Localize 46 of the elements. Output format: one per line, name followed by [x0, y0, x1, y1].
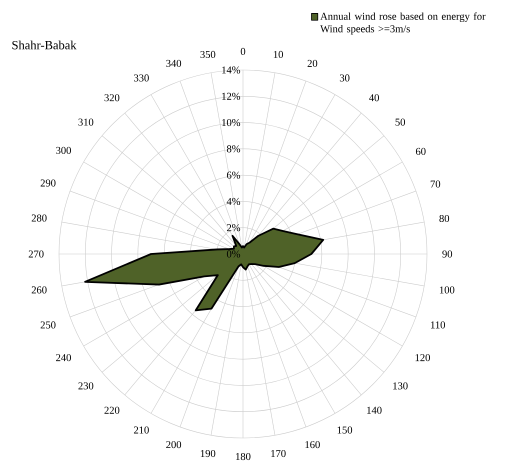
spoke-label: 300: [56, 146, 71, 154]
spoke-label: 170: [271, 450, 286, 458]
spoke-label: 210: [134, 426, 149, 434]
spoke-label: 70: [430, 180, 440, 188]
spoke-label: 140: [367, 406, 382, 414]
spoke-label: 160: [305, 441, 320, 448]
spoke-label: 290: [40, 180, 56, 187]
spoke-label: 240: [56, 354, 71, 362]
y-tick-label: 8%: [226, 145, 240, 152]
y-tick-label: 6%: [226, 172, 240, 179]
spoke-label: 350: [200, 50, 216, 58]
spoke-label: 330: [134, 74, 149, 82]
spoke-label: 230: [78, 382, 94, 390]
spoke-label: 10: [274, 50, 284, 58]
spoke-label: 250: [40, 321, 56, 328]
spoke-label: 40: [369, 94, 379, 102]
spoke-label: 150: [338, 426, 352, 434]
spoke-label: 260: [32, 286, 47, 294]
spoke-label: 120: [416, 354, 430, 362]
spoke-label: 30: [340, 74, 350, 82]
spoke-label: 190: [200, 450, 216, 458]
spoke-label: 20: [308, 60, 318, 67]
y-tick-label: 4%: [226, 198, 240, 205]
text: Shahr-Babak: [12, 40, 77, 50]
spoke-label: 100: [440, 286, 454, 294]
spoke-label: 220: [104, 406, 120, 414]
spoke-label: 310: [78, 118, 94, 126]
spoke-label: 130: [393, 382, 408, 390]
spoke-label: 340: [166, 60, 182, 67]
spoke-label: 110: [430, 321, 446, 328]
legend-label: Annual wind rose based on energy for Wind speeds >=3m/s: [320, 12, 486, 34]
spoke-label: 50: [396, 118, 406, 126]
y-tick-label: 0%: [226, 250, 240, 258]
y-tick-label: 14%: [222, 66, 240, 74]
spoke-label: 180: [236, 452, 250, 460]
spoke-label: 200: [166, 441, 182, 448]
spoke-label: 90: [442, 250, 452, 258]
spoke-label: 0: [240, 48, 246, 56]
y-tick-label: 10%: [222, 119, 240, 126]
spoke-label: 320: [104, 94, 120, 102]
spoke-label: 60: [416, 148, 426, 155]
spoke-label: 280: [32, 214, 47, 222]
y-tick-label: 2%: [226, 224, 240, 232]
spoke-label: 80: [439, 214, 450, 222]
y-tick-label: 12%: [222, 92, 240, 100]
spoke-label: 270: [28, 250, 44, 258]
